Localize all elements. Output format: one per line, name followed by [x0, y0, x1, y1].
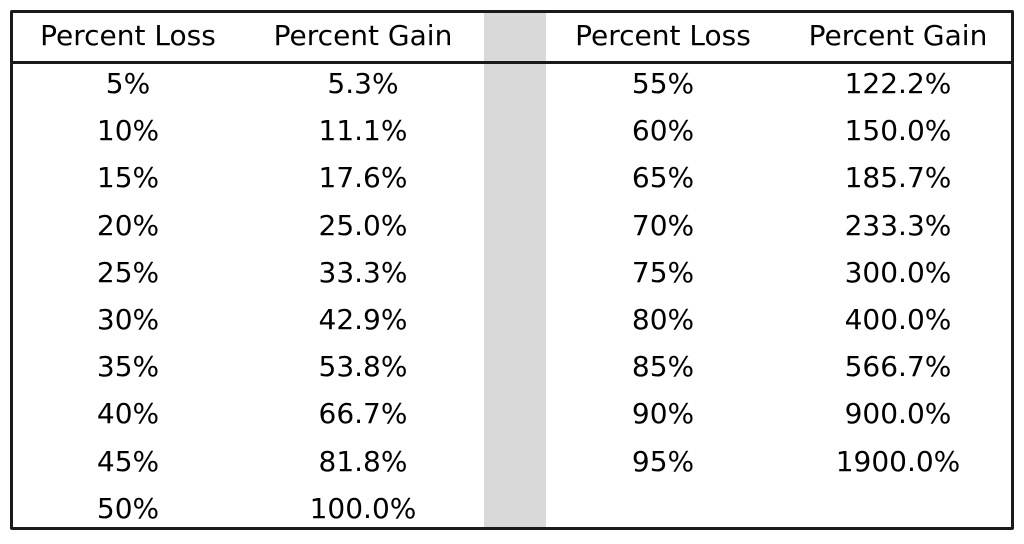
table-cell-loss: 25% [96, 255, 160, 289]
header-percent-gain-left: Percent Gain [273, 19, 453, 52]
table-cell-gain: 185.7% [844, 161, 952, 195]
table-cell-loss: 10% [96, 114, 160, 148]
table-cell-loss: 50% [96, 491, 160, 525]
table-cell-gain: 33.3% [318, 255, 408, 289]
header-percent-gain-right: Percent Gain [808, 19, 988, 52]
table-cell-loss: 65% [631, 161, 695, 195]
table-cell-loss: 45% [96, 444, 160, 478]
table-cell-gain: 100.0% [309, 491, 417, 525]
table-cell-loss: 20% [96, 208, 160, 242]
table-cell-loss: 70% [631, 208, 695, 242]
table-cell-gain: 53.8% [318, 350, 408, 384]
table-cell-gain: 17.6% [318, 161, 408, 195]
table-cell-gain: 81.8% [318, 444, 408, 478]
table-cell-gain: 150.0% [844, 114, 952, 148]
table-cell-loss: 80% [631, 303, 695, 336]
table-cell-gain: 300.0% [844, 255, 952, 289]
table-cell-gain: 5.3% [327, 67, 399, 100]
table-cell-loss: 30% [96, 303, 160, 336]
table-cell-gain: 400.0% [844, 303, 952, 336]
header-percent-loss-left: Percent Loss [40, 19, 216, 52]
table-cell-loss: 55% [631, 67, 695, 100]
table-cell-loss: 35% [96, 350, 160, 384]
header-percent-loss-right: Percent Loss [575, 19, 751, 52]
table-cell-loss: 5% [105, 67, 151, 100]
table-cell-loss: 85% [631, 350, 695, 384]
separator-column [484, 13, 546, 527]
table-cell-gain: 233.3% [844, 208, 952, 242]
table-cell-loss: 60% [631, 114, 695, 148]
table-cell-loss: 75% [631, 255, 695, 289]
header-divider [13, 61, 1011, 64]
table-cell-gain: 900.0% [844, 397, 952, 431]
table-cell-gain: 1900.0% [835, 444, 961, 478]
table-cell-gain: 122.2% [844, 67, 952, 100]
table-cell-gain: 566.7% [844, 350, 952, 384]
loss-gain-table: Percent Loss Percent Gain Percent Loss P… [10, 10, 1014, 530]
table-cell-loss: 95% [631, 444, 695, 478]
table-cell-loss: 40% [96, 397, 160, 431]
table-cell-gain: 11.1% [318, 114, 408, 148]
table-cell-loss: 90% [631, 397, 695, 431]
table-cell-gain: 42.9% [318, 303, 408, 336]
table-cell-gain: 66.7% [318, 397, 408, 431]
table-cell-gain: 25.0% [318, 208, 408, 242]
table-cell-loss: 15% [96, 161, 160, 195]
